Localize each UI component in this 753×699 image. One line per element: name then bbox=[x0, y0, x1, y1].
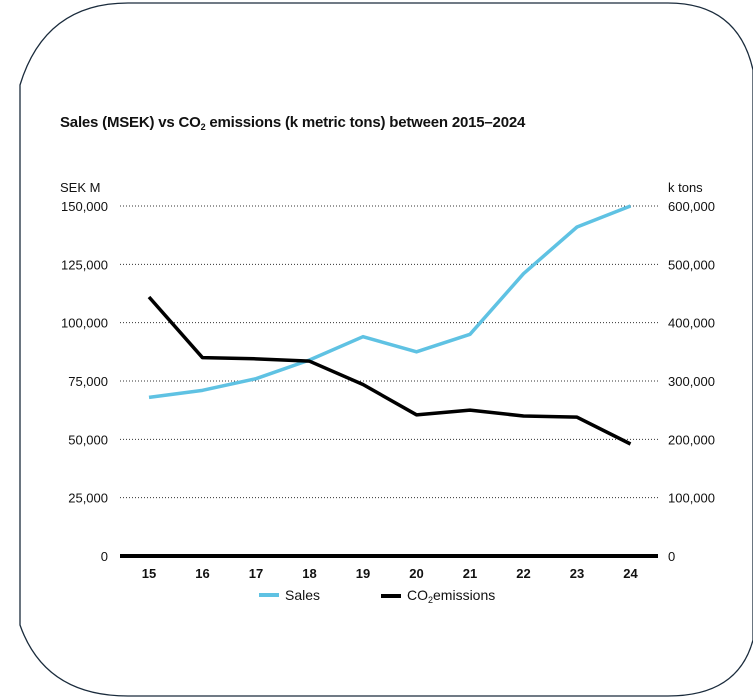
right-tick-label: 600,000 bbox=[668, 199, 715, 214]
x-tick-label: 21 bbox=[463, 566, 477, 581]
left-tick-label: 50,000 bbox=[68, 432, 108, 447]
right-tick-label: 200,000 bbox=[668, 432, 715, 447]
right-axis-unit: k tons bbox=[668, 180, 703, 195]
left-tick-label: 100,000 bbox=[61, 316, 108, 331]
x-tick-label: 17 bbox=[249, 566, 263, 581]
x-tick-label: 19 bbox=[356, 566, 370, 581]
left-tick-label: 0 bbox=[101, 549, 108, 564]
right-tick-label: 400,000 bbox=[668, 316, 715, 331]
left-axis-unit: SEK M bbox=[60, 180, 101, 195]
right-tick-label: 500,000 bbox=[668, 257, 715, 272]
x-tick-label: 23 bbox=[570, 566, 584, 581]
title-subscript: 2 bbox=[200, 122, 206, 132]
legend-swatch-sales bbox=[259, 593, 279, 597]
left-tick-label: 125,000 bbox=[61, 257, 108, 272]
legend-label-co2: CO2emissions bbox=[407, 587, 496, 605]
left-tick-label: 150,000 bbox=[61, 199, 108, 214]
right-tick-label: 300,000 bbox=[668, 374, 715, 389]
left-tick-label: 75,000 bbox=[68, 374, 108, 389]
legend-item-co2: CO2emissions bbox=[381, 587, 495, 605]
x-tick-label: 24 bbox=[623, 566, 638, 581]
series-line-sales bbox=[148, 204, 632, 400]
x-tick-label: 20 bbox=[409, 566, 423, 581]
left-tick-label: 25,000 bbox=[68, 491, 108, 506]
title-text-suffix: emissions (k metric tons) between 2015–2… bbox=[205, 114, 526, 131]
legend-swatch-co2 bbox=[381, 594, 401, 598]
x-tick-label: 15 bbox=[142, 566, 156, 581]
series-line-co2emissions bbox=[147, 295, 632, 446]
title-text: Sales (MSEK) vs CO bbox=[60, 114, 201, 131]
x-tick-label: 16 bbox=[195, 566, 209, 581]
legend-label-sales: Sales bbox=[285, 587, 321, 603]
legend-item-sales: Sales bbox=[259, 587, 320, 603]
right-tick-label: 0 bbox=[668, 549, 675, 564]
x-tick-label: 18 bbox=[302, 566, 316, 581]
chart-title: Sales (MSEK) vs CO2 emissions (k metric … bbox=[60, 114, 525, 132]
right-tick-label: 100,000 bbox=[668, 491, 715, 506]
x-tick-label: 22 bbox=[516, 566, 530, 581]
